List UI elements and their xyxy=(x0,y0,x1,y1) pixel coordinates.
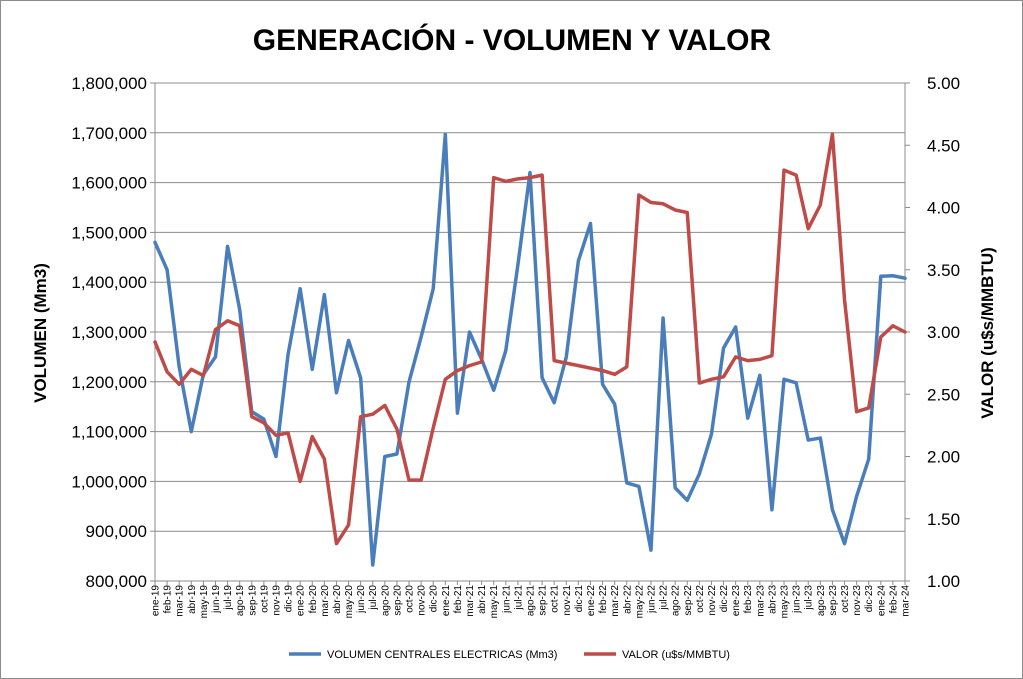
x-tick-label: nov-21 xyxy=(562,585,573,616)
series-line-valor xyxy=(153,132,907,546)
x-tick-label: jun-19 xyxy=(211,585,222,614)
right-tick-label: 4.50 xyxy=(927,136,960,155)
right-tick-label: 1.00 xyxy=(927,572,960,591)
legend: VOLUMEN CENTRALES ELECTRICAS (Mm3) VALOR … xyxy=(289,649,730,661)
x-tick-label: sep-23 xyxy=(828,585,839,616)
x-tick-label: ene-24 xyxy=(876,585,887,617)
x-tick-label: mar-21 xyxy=(465,585,476,617)
x-tick-label: jun-21 xyxy=(501,585,512,614)
x-tick-label: may-19 xyxy=(199,585,210,619)
left-tick-label: 1,000,000 xyxy=(71,472,147,491)
left-tick-label: 1,700,000 xyxy=(71,124,147,143)
right-tick-label: 1.50 xyxy=(927,510,960,529)
x-tick-label: mar-22 xyxy=(610,585,621,617)
x-tick-label: oct-19 xyxy=(259,585,270,613)
x-tick-label: sep-20 xyxy=(392,585,403,616)
left-tick-label: 900,000 xyxy=(86,522,147,541)
series-lines xyxy=(153,132,907,567)
x-tick-label: jul-23 xyxy=(804,585,815,611)
x-tick-label: ago-22 xyxy=(671,585,682,617)
x-tick-label: dic-23 xyxy=(864,585,875,613)
x-tick-label: ago-21 xyxy=(526,585,537,617)
right-tick-label: 2.00 xyxy=(927,448,960,467)
x-tick-label: may-22 xyxy=(634,585,645,619)
x-tick-label: ene-19 xyxy=(151,585,162,617)
x-tick-label: nov-23 xyxy=(852,585,863,616)
legend-label: VOLUMEN CENTRALES ELECTRICAS (Mm3) xyxy=(327,649,557,661)
x-tick-label: jun-22 xyxy=(646,585,657,614)
x-tick-label: dic-19 xyxy=(284,585,295,613)
x-tick-label: dic-20 xyxy=(429,585,440,613)
x-tick-label: nov-20 xyxy=(417,585,428,616)
x-tick-label: feb-21 xyxy=(453,585,464,614)
legend-item: VALOR (u$s/MMBTU) xyxy=(584,649,730,661)
left-tick-label: 1,600,000 xyxy=(71,174,147,193)
x-tick-label: jul-21 xyxy=(513,585,524,611)
x-tick-label: ene-20 xyxy=(296,585,307,617)
x-tick-label: may-23 xyxy=(780,585,791,619)
y-axis-left-label: VOLUMEN (Mm3) xyxy=(31,263,50,403)
x-tick-label: may-20 xyxy=(344,585,355,619)
left-tick-label: 1,800,000 xyxy=(71,74,147,93)
x-axis-ticks: ene-19 feb-19 mar-19 abr-19 may-19 jun-19 jul-… xyxy=(151,581,912,618)
x-tick-label: feb-23 xyxy=(743,585,754,614)
left-tick-label: 1,100,000 xyxy=(71,423,147,442)
left-tick-label: 1,500,000 xyxy=(71,223,147,242)
left-tick-label: 1,400,000 xyxy=(71,273,147,292)
series-line-volumen xyxy=(153,132,907,567)
x-tick-label: jun-20 xyxy=(356,585,367,614)
x-tick-label: may-21 xyxy=(489,585,500,619)
x-tick-label: jul-19 xyxy=(223,585,234,611)
x-tick-label: ago-19 xyxy=(235,585,246,617)
x-tick-label: feb-22 xyxy=(598,585,609,614)
x-tick-label: abr-21 xyxy=(477,585,488,614)
left-axis-ticks: 800,000 900,000 1,000,000 1,100,000 1,200,00… xyxy=(71,74,155,591)
x-tick-label: abr-22 xyxy=(622,585,633,614)
x-tick-label: ene-23 xyxy=(731,585,742,617)
left-tick-label: 800,000 xyxy=(86,572,147,591)
right-tick-label: 2.50 xyxy=(927,385,960,404)
x-tick-label: ago-20 xyxy=(380,585,391,617)
x-tick-label: oct-22 xyxy=(695,585,706,613)
x-tick-label: abr-19 xyxy=(187,585,198,614)
left-tick-label: 1,200,000 xyxy=(71,373,147,392)
right-tick-label: 3.50 xyxy=(927,261,960,280)
right-tick-label: 5.00 xyxy=(927,74,960,93)
x-tick-label: abr-23 xyxy=(767,585,778,614)
x-tick-label: oct-20 xyxy=(405,585,416,613)
x-tick-label: jul-22 xyxy=(659,585,670,611)
legend-item: VOLUMEN CENTRALES ELECTRICAS (Mm3) xyxy=(289,649,557,661)
right-axis-ticks: 1.00 1.50 2.00 2.50 3.00 3.50 4.00 4.50 5.00 xyxy=(905,74,960,591)
x-tick-label: dic-22 xyxy=(719,585,730,613)
right-tick-label: 4.00 xyxy=(927,199,960,218)
x-tick-label: nov-22 xyxy=(707,585,718,616)
x-tick-label: oct-23 xyxy=(840,585,851,613)
x-tick-label: feb-24 xyxy=(888,585,899,614)
x-tick-label: abr-20 xyxy=(332,585,343,614)
x-tick-label: mar-23 xyxy=(755,585,766,617)
x-tick-label: jul-20 xyxy=(368,585,379,611)
x-tick-label: oct-21 xyxy=(550,585,561,613)
x-tick-label: sep-21 xyxy=(538,585,549,616)
x-tick-label: ene-22 xyxy=(586,585,597,617)
x-tick-label: mar-19 xyxy=(175,585,186,617)
x-tick-label: mar-24 xyxy=(901,585,912,617)
x-tick-label: nov-19 xyxy=(271,585,282,616)
x-tick-label: ago-23 xyxy=(816,585,827,617)
x-tick-label: dic-21 xyxy=(574,585,585,613)
x-tick-label: sep-22 xyxy=(683,585,694,616)
legend-label: VALOR (u$s/MMBTU) xyxy=(622,649,730,661)
x-tick-label: feb-19 xyxy=(163,585,174,614)
x-tick-label: jun-23 xyxy=(792,585,803,614)
chart-title: GENERACIÓN - VOLUMEN Y VALOR xyxy=(253,23,772,57)
left-tick-label: 1,300,000 xyxy=(71,323,147,342)
x-tick-label: sep-19 xyxy=(247,585,258,616)
y-axis-right-label: VALOR (u$s/MMBTU) xyxy=(978,247,997,419)
x-tick-label: ene-21 xyxy=(441,585,452,617)
right-tick-label: 3.00 xyxy=(927,323,960,342)
x-tick-label: mar-20 xyxy=(320,585,331,617)
x-tick-label: feb-20 xyxy=(308,585,319,614)
